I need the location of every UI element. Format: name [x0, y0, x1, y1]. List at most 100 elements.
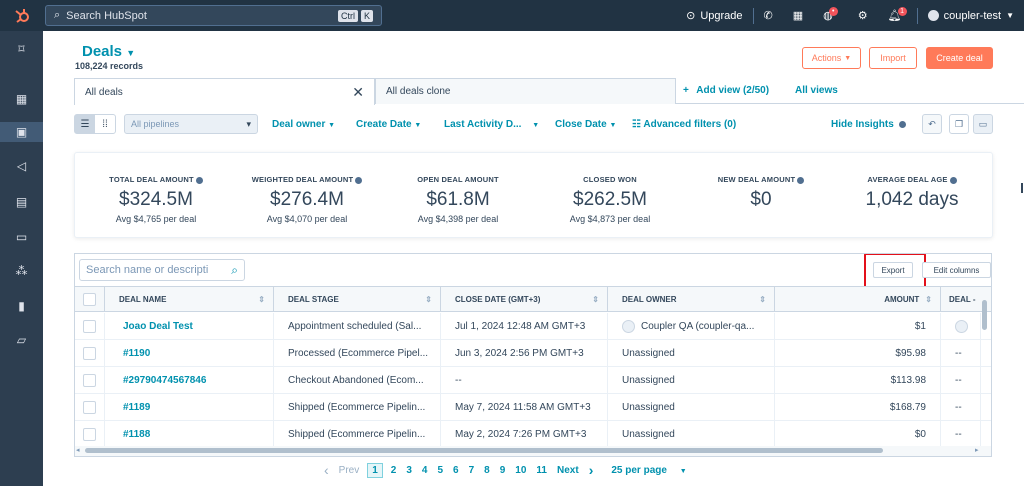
vertical-scrollbar[interactable] — [981, 290, 988, 446]
edit-columns-button[interactable]: Edit columns — [922, 262, 991, 278]
scroll-left-icon[interactable]: ◂ — [76, 447, 80, 454]
select-all-checkbox[interactable] — [83, 293, 96, 306]
page-6-button[interactable]: 6 — [453, 464, 459, 476]
k-key: K — [360, 9, 373, 22]
stat-label: TOTAL DEAL AMOUNT — [109, 175, 194, 184]
reporting-chart-icon[interactable]: ▮ — [18, 299, 25, 313]
tab-all-deals[interactable]: All deals ✕ — [74, 78, 375, 105]
duplicate-view-icon[interactable]: ❐ — [949, 114, 969, 134]
row-checkbox[interactable] — [83, 401, 96, 414]
all-views-link[interactable]: All views — [795, 85, 838, 96]
settings-gear-icon[interactable]: ⚙ — [857, 10, 868, 22]
stat-closed-won: CLOSED WON $262.5M Avg $4,873 per deal — [535, 153, 685, 224]
content-icon[interactable]: ▤ — [15, 195, 28, 209]
page-2-button[interactable]: 2 — [390, 464, 397, 476]
row-checkbox[interactable] — [83, 374, 96, 387]
page-title[interactable]: Deals ▼ — [82, 43, 135, 60]
list-view-icon[interactable]: ☰ — [75, 115, 95, 133]
page-7-button[interactable]: 7 — [468, 464, 475, 476]
page-4-button[interactable]: 4 — [421, 464, 428, 476]
row-checkbox[interactable] — [83, 428, 96, 441]
row-checkbox[interactable] — [83, 320, 96, 333]
tab-all-deals-clone[interactable]: All deals clone — [375, 78, 676, 104]
deal-name-link[interactable]: #1190 — [123, 348, 151, 359]
stat-value: $0 — [750, 189, 772, 210]
info-icon[interactable] — [797, 176, 805, 184]
notifications-badge: 1 — [897, 7, 907, 16]
pipeline-select[interactable]: All pipelines ▾ — [124, 114, 258, 134]
per-page-select[interactable]: 25 per page ▼ — [606, 465, 691, 476]
bookmark-icon[interactable]: ⌑ — [18, 42, 25, 56]
page-3-button[interactable]: 3 — [406, 464, 412, 476]
crm-contacts-icon[interactable]: ▣ — [0, 122, 43, 142]
last-activity-filter[interactable]: Last Activity D... ▼ — [444, 119, 539, 130]
automation-icon[interactable]: ⁂ — [15, 264, 28, 278]
column-header-deal-stage[interactable]: DEAL STAGE ⇕ — [274, 287, 441, 312]
page-8-button[interactable]: 8 — [484, 464, 490, 476]
account-menu[interactable]: coupler-test ▼ — [918, 0, 1024, 31]
create-date-filter[interactable]: Create Date ▼ — [356, 119, 421, 130]
page-9-button[interactable]: 9 — [499, 464, 506, 476]
next-page-button[interactable]: Next — [557, 464, 579, 476]
sort-icon: ⇕ — [759, 295, 766, 304]
hide-insights-button[interactable]: Hide Insights — [831, 119, 906, 130]
hubspot-logo-icon[interactable] — [0, 0, 43, 31]
column-header-deal-owner[interactable]: DEAL OWNER ⇕ — [608, 287, 775, 312]
row-checkbox[interactable] — [83, 347, 96, 360]
scroll-right-icon[interactable]: ▸ — [975, 447, 979, 454]
save-view-icon[interactable]: ▭ — [973, 114, 993, 134]
deal-owner-filter[interactable]: Deal owner ▼ — [272, 119, 335, 130]
close-icon[interactable]: ✕ — [352, 83, 364, 100]
column-header-deal-name[interactable]: DEAL NAME ⇕ — [105, 287, 274, 312]
page-10-button[interactable]: 10 — [515, 464, 527, 476]
deal-name-link[interactable]: Joao Deal Test — [123, 321, 193, 332]
cell-text: Unassigned — [622, 429, 675, 440]
page-1-button[interactable]: 1 — [367, 462, 383, 478]
chevron-right-icon[interactable]: › — [588, 462, 594, 478]
help-icon[interactable]: ◍ • — [813, 0, 848, 31]
marketing-megaphone-icon[interactable]: ◁ — [16, 159, 27, 173]
undo-icon[interactable]: ↶ — [922, 114, 942, 134]
board-view-icon[interactable]: ⁞⁞ — [102, 118, 108, 130]
deal-name-link[interactable]: #1188 — [123, 429, 151, 440]
upgrade-button[interactable]: ⊙ Upgrade — [676, 0, 752, 31]
close-date-filter[interactable]: Close Date ▼ — [555, 119, 616, 130]
deal-name-link[interactable]: #1189 — [123, 402, 151, 413]
stat-label: WEIGHTED DEAL AMOUNT — [251, 175, 354, 184]
column-label: DEAL - — [949, 295, 976, 304]
phone-icon[interactable]: ✆ — [763, 10, 773, 22]
column-label: DEAL OWNER — [622, 295, 677, 304]
info-icon[interactable] — [355, 176, 363, 184]
page-11-button[interactable]: 11 — [536, 464, 547, 476]
info-icon[interactable] — [949, 176, 957, 184]
actions-dropdown-button[interactable]: Actions ▼ — [802, 47, 861, 69]
chevron-left-icon[interactable]: ‹ — [324, 462, 329, 478]
commerce-wallet-icon[interactable]: ▭ — [15, 230, 28, 244]
deal-name-link[interactable]: #29790474567846 — [123, 375, 207, 386]
cell-owner: Unassigned — [608, 340, 775, 367]
create-deal-button[interactable]: Create deal — [926, 47, 993, 69]
scrollbar-thumb[interactable] — [85, 448, 883, 453]
export-button[interactable]: Export — [873, 262, 913, 278]
page-5-button[interactable]: 5 — [437, 464, 444, 476]
marketplace-icon[interactable]: ▦ — [792, 10, 804, 22]
info-icon[interactable] — [195, 176, 203, 184]
search-icon[interactable]: ⌕ — [231, 262, 238, 277]
dashboard-icon[interactable]: ▦ — [15, 92, 28, 106]
advanced-filters-button[interactable]: ☷ Advanced filters (0) — [632, 119, 736, 130]
scrollbar-thumb[interactable] — [982, 300, 987, 330]
global-search-input[interactable]: ⌕ Search HubSpot Ctrl K — [45, 5, 382, 26]
cell-text: -- — [955, 429, 962, 440]
import-button[interactable]: Import — [869, 47, 917, 69]
notifications-bell-icon[interactable]: 🔔︎ 1 — [878, 0, 917, 31]
horizontal-scrollbar[interactable]: ◂ ▸ — [75, 446, 991, 456]
folder-icon[interactable]: ▱ — [16, 333, 27, 347]
add-view-button[interactable]: + Add view (2/50) — [683, 85, 769, 96]
table-search-input[interactable]: Search name or descripti ⌕ — [79, 259, 245, 281]
column-header-close-date[interactable]: CLOSE DATE (GMT+3) ⇕ — [441, 287, 608, 312]
prev-page-button[interactable]: Prev — [338, 464, 360, 476]
column-header-amount[interactable]: AMOUNT ⇕ — [775, 287, 941, 312]
cell-text: Unassigned — [622, 375, 675, 386]
cell-close: Jul 1, 2024 12:48 AM GMT+3 — [441, 313, 608, 340]
column-header-deal-extra[interactable]: DEAL - — [941, 287, 991, 312]
